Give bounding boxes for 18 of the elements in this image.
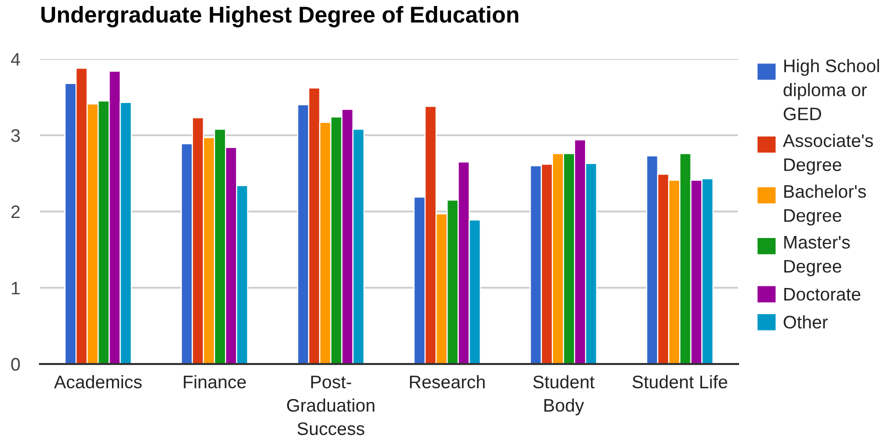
legend-label: Master's Degree [784, 236, 850, 276]
y-tick-label: 4 [10, 53, 20, 66]
y-tick-label: 2 [11, 205, 20, 218]
legend-label: Doctorate [784, 288, 860, 301]
x-tick-label: Student Life [632, 375, 728, 388]
legend-label: High School diploma or GED [784, 59, 879, 120]
y-tick-label: 1 [12, 282, 20, 294]
legend-label: Other [784, 315, 828, 329]
x-tick-label: Student Body [533, 375, 594, 416]
legend-label: Bachelor's Degree [784, 184, 866, 226]
x-tick-label: Academics [54, 375, 142, 388]
y-tick-label: 0 [11, 358, 20, 371]
y-tick-label: 3 [11, 129, 20, 142]
chart-title: Undergraduate Highest Degree of Education [41, 6, 518, 28]
x-tick-label: Finance [184, 375, 246, 388]
x-tick-label: Post-Graduation Success [287, 376, 374, 436]
legend-label: Associate's Degree [782, 134, 873, 175]
x-tick-label: Research [410, 375, 485, 388]
